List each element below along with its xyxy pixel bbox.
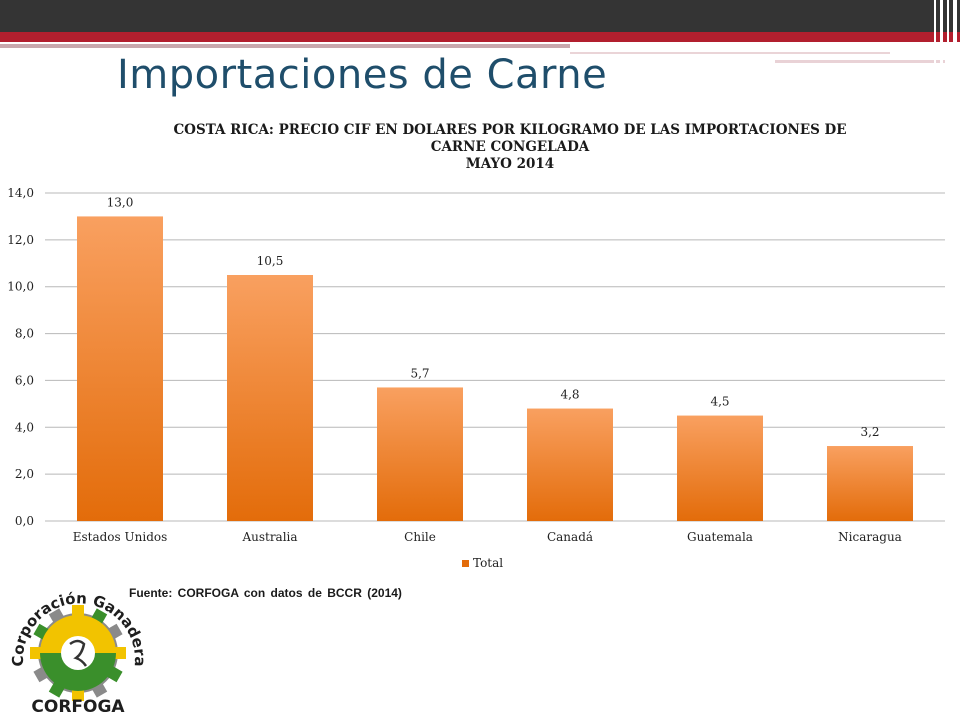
bar: [527, 408, 613, 521]
slide-title: Importaciones de Carne: [117, 52, 608, 98]
gridlines: [45, 192, 945, 522]
chart-title-line: COSTA RICA: PRECIO CIF EN DOLARES POR KI…: [173, 122, 847, 138]
chart-title-line: CARNE CONGELADA: [430, 139, 590, 155]
top-decorative-bar: [0, 0, 960, 32]
data-labels: 13,0 10,5 5,7 4,8 4,5 3,2: [107, 195, 880, 439]
x-category-label: Estados Unidos: [73, 530, 168, 544]
bar: [77, 216, 163, 521]
chart-title-line: MAYO 2014: [465, 156, 555, 172]
y-axis-tick-labels: 0,0 2,0 4,0 6,0 8,0 10,0 12,0 14,0: [7, 186, 34, 528]
x-axis-category-labels: Estados Unidos Australia Chile Canadá Guatem…: [73, 530, 902, 544]
y-tick-label: 10,0: [7, 280, 34, 294]
x-category-label: Guatemala: [687, 530, 753, 544]
right-decorative-lines: [930, 0, 960, 64]
y-tick-label: 8,0: [15, 327, 34, 341]
y-tick-label: 2,0: [15, 467, 34, 481]
logo-bottom-text: CORFOGA: [31, 697, 125, 717]
bar-chart: 0,0 2,0 4,0 6,0 8,0 10,0 12,0 14,0 13,0 10,5 5,7 4…: [7, 186, 945, 570]
decorative-strip: [570, 52, 890, 54]
x-category-label: Nicaragua: [838, 530, 902, 544]
y-tick-label: 12,0: [7, 233, 34, 247]
data-label: 5,7: [410, 366, 429, 380]
data-label: 10,5: [257, 254, 284, 268]
chart-title: COSTA RICA: PRECIO CIF EN DOLARES POR KI…: [60, 122, 960, 173]
bar: [677, 415, 763, 521]
bar: [227, 275, 313, 521]
bar: [377, 387, 463, 521]
red-decorative-band: [0, 32, 960, 42]
bar: [827, 446, 913, 521]
decorative-strip: [570, 42, 890, 50]
source-note: Fuente: CORFOGA con datos de BCCR (2014): [129, 586, 402, 600]
y-tick-label: 4,0: [15, 420, 34, 434]
legend: Total: [462, 556, 503, 570]
data-label: 4,8: [560, 388, 579, 402]
y-tick-label: 14,0: [7, 186, 34, 200]
x-category-label: Australia: [241, 530, 297, 544]
y-tick-label: 0,0: [15, 514, 34, 528]
corfoga-logo: Corporación Ganadera CORFOGA: [9, 589, 146, 717]
bars: [77, 216, 913, 521]
legend-swatch: [462, 560, 469, 567]
data-label: 13,0: [107, 195, 134, 209]
legend-label: Total: [473, 556, 503, 570]
x-category-label: Canadá: [547, 530, 593, 544]
y-tick-label: 6,0: [15, 373, 34, 387]
data-label: 4,5: [710, 395, 729, 409]
data-label: 3,2: [860, 425, 879, 439]
decorative-strip: [775, 60, 945, 63]
x-category-label: Chile: [404, 530, 436, 544]
thin-decorative-line: [0, 44, 570, 48]
